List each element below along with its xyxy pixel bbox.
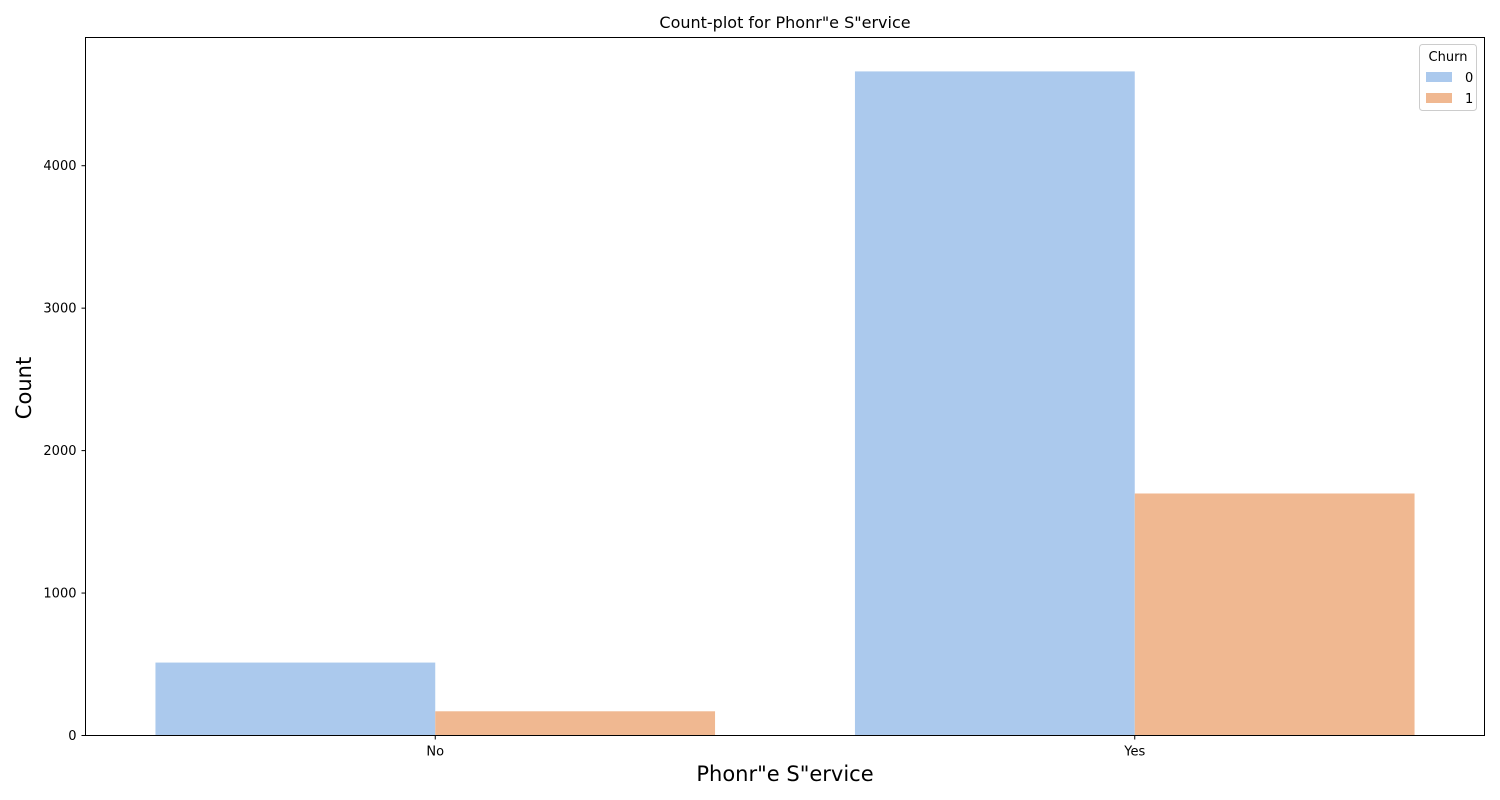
bar-yes-churn-0 — [854, 71, 1135, 736]
y-tick-label: 2000 — [43, 444, 76, 459]
legend-title: Churn — [1429, 50, 1468, 65]
y-tick-label: 0 — [68, 729, 76, 744]
bar-no-churn-1 — [435, 711, 716, 736]
x-tick-label: Yes — [1123, 745, 1145, 760]
axis-ticks-group: No Yes 0 1000 2000 3000 4000 — [43, 159, 1145, 759]
legend-swatch-1 — [1426, 93, 1452, 103]
y-tick-label: 1000 — [43, 587, 76, 602]
plot-frame — [85, 37, 1485, 736]
y-tick-label: 3000 — [43, 302, 76, 317]
chart-title: Count-plot for Phonr"e S"ervice — [659, 13, 910, 32]
bars-group — [155, 71, 1415, 736]
y-axis-label: Count — [12, 357, 36, 419]
bar-yes-churn-1 — [1134, 493, 1415, 736]
x-tick-label: No — [426, 745, 444, 760]
legend-label-0: 0 — [1465, 71, 1473, 86]
legend: Churn 0 1 — [1419, 44, 1477, 111]
legend-label-1: 1 — [1465, 92, 1473, 107]
x-axis-label: Phonr"e S"ervice — [696, 762, 873, 786]
legend-swatch-0 — [1426, 72, 1452, 82]
bar-no-churn-0 — [155, 662, 436, 736]
y-tick-label: 4000 — [43, 159, 76, 174]
